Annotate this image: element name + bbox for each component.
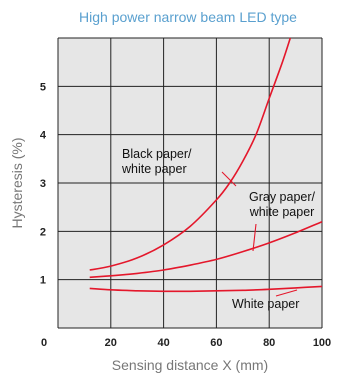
annotation-text: white paper	[249, 205, 315, 219]
series-line-black-paper	[89, 37, 292, 271]
y-axis-label: Hysteresis (%)	[9, 137, 25, 228]
y-tick-label: 1	[40, 275, 46, 287]
x-tick-label: 80	[263, 337, 275, 349]
chart-title: High power narrow beam LED type	[79, 9, 297, 25]
x-axis-label: Sensing distance X (mm)	[112, 357, 268, 373]
y-tick-labels: 1 2 3 4 5	[40, 81, 47, 286]
x-tick-labels: 0 20 40 60 80 100	[41, 337, 331, 349]
x-tick-label: 40	[157, 337, 169, 349]
annotation-leader-line	[275, 289, 298, 297]
y-tick-label: 5	[40, 81, 46, 93]
annotation-leader-line	[221, 171, 237, 187]
x-tick-label: 100	[313, 337, 331, 349]
annotation-text: Gray paper/	[249, 190, 316, 204]
x-tick-label: 60	[210, 337, 222, 349]
annotation-black-paper: Black paper/white paper	[121, 147, 237, 187]
y-tick-label: 4	[40, 130, 47, 142]
series-line-white-paper	[89, 285, 323, 293]
y-tick-label: 3	[40, 178, 46, 190]
x-tick-label: 20	[105, 337, 117, 349]
annotation-white-paper: White paper	[232, 289, 299, 311]
annotation-leader-line	[252, 223, 257, 252]
annotation-text: white paper	[121, 162, 187, 176]
x-tick-label: 0	[41, 337, 47, 349]
annotation-gray-paper: Gray paper/white paper	[249, 190, 316, 252]
annotation-text: White paper	[232, 297, 299, 311]
series-line-gray-paper	[89, 220, 323, 279]
series-lines	[89, 37, 323, 293]
y-tick-label: 2	[40, 226, 46, 238]
annotation-text: Black paper/	[122, 147, 192, 161]
grid	[57, 37, 323, 329]
